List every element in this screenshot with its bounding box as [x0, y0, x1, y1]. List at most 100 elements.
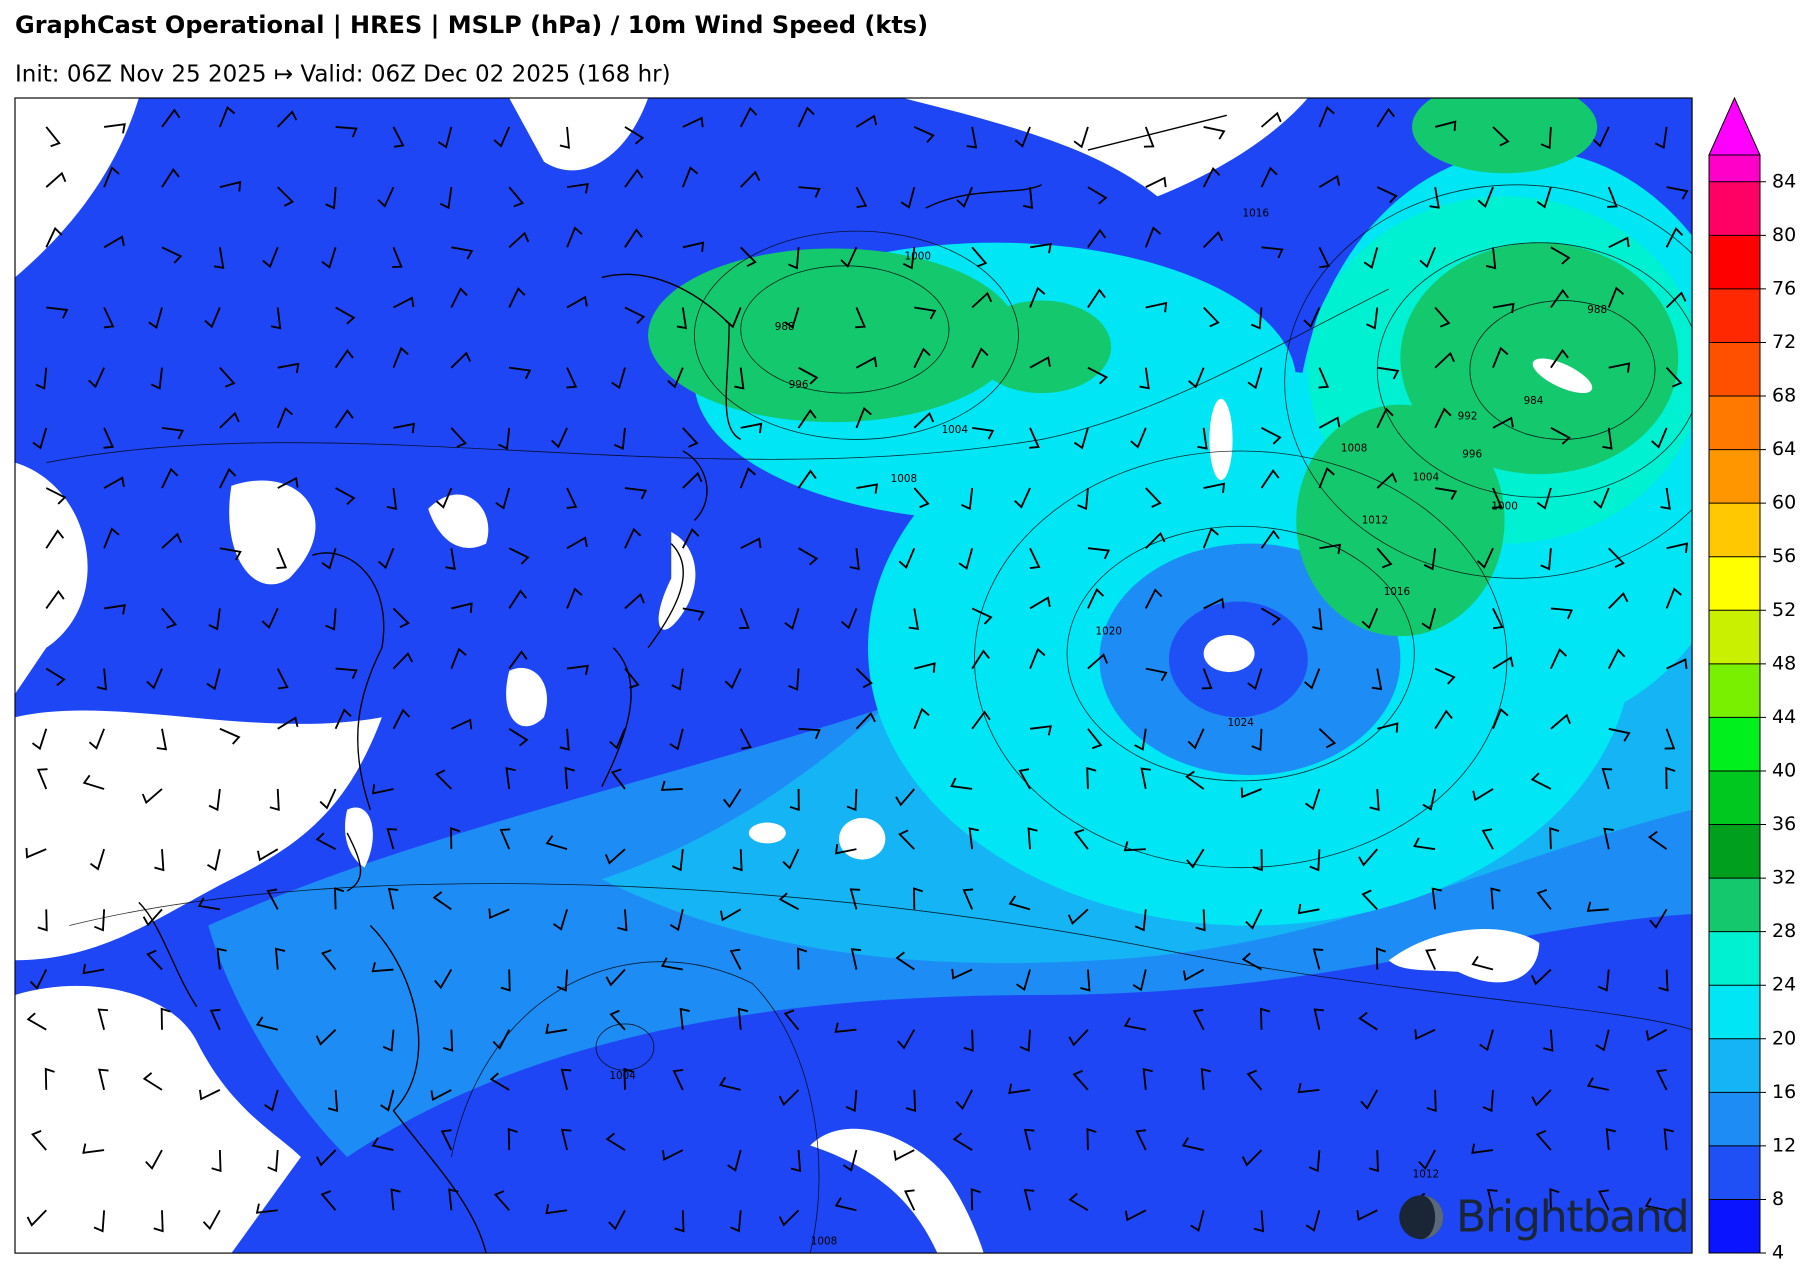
wind-barb	[1422, 788, 1437, 811]
wind-barb	[1086, 766, 1097, 789]
wind-barb	[605, 968, 626, 987]
wind-barb	[1531, 968, 1552, 986]
wind-barb	[1540, 548, 1552, 571]
wind-barb	[551, 427, 568, 449]
wind-barb	[1308, 1150, 1321, 1173]
wind-barb	[103, 123, 126, 134]
wind-barb	[1087, 547, 1111, 560]
wind-barb	[103, 527, 120, 549]
wind-barb	[450, 647, 467, 669]
wind-barb	[334, 887, 345, 910]
wind-barb	[1607, 286, 1625, 308]
wind-barb	[380, 1089, 395, 1112]
wind-barb	[1247, 367, 1263, 390]
wind-barb	[1188, 367, 1205, 389]
colorbar-tick-label: 24	[1772, 974, 1796, 996]
wind-barb	[199, 1089, 221, 1101]
wind-barb	[146, 668, 163, 690]
wind-barb	[624, 592, 645, 610]
wind-barb	[1202, 306, 1220, 328]
wind-barb	[1595, 1029, 1610, 1052]
wind-barb	[1421, 608, 1437, 631]
wind-barb	[855, 406, 872, 429]
wind-barb	[856, 483, 879, 494]
wind-barb	[32, 427, 48, 450]
wind-barb	[611, 367, 626, 390]
wind-barb	[439, 186, 453, 210]
wind-barb	[1414, 1028, 1436, 1041]
wind-barb	[325, 608, 337, 631]
wind-barb	[1087, 228, 1107, 248]
colorbar-tick-label: 16	[1772, 1081, 1796, 1103]
wind-barb	[898, 829, 915, 850]
wind-barb	[499, 828, 511, 850]
wind-barb	[219, 547, 242, 561]
wind-barb	[489, 1072, 510, 1091]
colorbar-tick-label: 20	[1772, 1027, 1796, 1049]
wind-barb	[1536, 186, 1552, 209]
wind-barb	[1608, 547, 1625, 568]
wind-barb	[1645, 1028, 1668, 1042]
wind-barb	[493, 126, 511, 148]
wind-barb	[950, 777, 973, 790]
wind-barb	[1426, 1089, 1437, 1112]
wind-barb	[1029, 286, 1046, 308]
wind-barb	[161, 426, 185, 440]
wind-barb	[723, 788, 742, 809]
wind-barb	[161, 108, 181, 128]
wind-barb	[505, 767, 516, 790]
wind-barb	[719, 908, 742, 922]
wind-barb	[971, 291, 993, 309]
wind-barb	[392, 652, 414, 670]
colorbar-tick-label: 36	[1772, 813, 1796, 835]
wind-barb	[1665, 766, 1676, 789]
colorbar-extend	[1708, 96, 1761, 156]
wind-barb	[855, 186, 868, 208]
wind-barb	[208, 608, 221, 631]
wind-barb	[45, 226, 63, 248]
wind-barb	[958, 547, 974, 570]
colorbar-tick-label: 52	[1772, 599, 1796, 621]
wind-barb	[508, 547, 530, 565]
wind-barb	[1492, 346, 1509, 369]
colorbar-tick-label: 76	[1772, 277, 1796, 299]
wind-barb	[1608, 236, 1630, 249]
wind-barb	[1201, 668, 1213, 690]
wind-barb	[1014, 126, 1031, 148]
isobar-label: 996	[789, 379, 809, 391]
wind-barb	[1080, 969, 1091, 992]
colorbar-tick-label: 60	[1772, 492, 1796, 514]
wind-barb	[897, 1029, 916, 1050]
colorbar-band	[1709, 181, 1760, 236]
wind-barb	[609, 1009, 626, 1031]
wind-barb	[834, 843, 857, 855]
wind-barb	[451, 602, 473, 613]
colorbar-band	[1709, 717, 1760, 771]
wind-barb	[783, 1009, 800, 1031]
wind-barb	[968, 827, 979, 850]
wind-barb	[371, 962, 394, 973]
colorbar-tick-label: 56	[1772, 545, 1796, 567]
wind-barb	[335, 126, 358, 138]
wind-barb	[1143, 126, 1155, 148]
wind-barb	[161, 607, 177, 629]
wind-barb	[672, 1069, 684, 1091]
wind-barb	[566, 664, 589, 676]
wind-barb	[325, 187, 337, 210]
wind-barb	[1648, 830, 1668, 850]
wind-barb	[913, 126, 935, 143]
wind-barb	[1666, 658, 1688, 670]
wind-barb	[277, 716, 299, 730]
wind-barb	[450, 718, 473, 730]
wind-barb	[961, 487, 974, 511]
colorbar-band	[1709, 288, 1760, 343]
wind-barb	[493, 1190, 510, 1211]
wind-barb	[1022, 187, 1034, 210]
wind-barb	[671, 668, 684, 691]
wind-barb	[508, 650, 528, 670]
wind-barb	[1481, 828, 1494, 850]
wind-barb	[1368, 1150, 1379, 1173]
wind-barb	[320, 949, 337, 971]
wind-barb	[1602, 427, 1613, 450]
wind-barb	[1369, 788, 1380, 812]
